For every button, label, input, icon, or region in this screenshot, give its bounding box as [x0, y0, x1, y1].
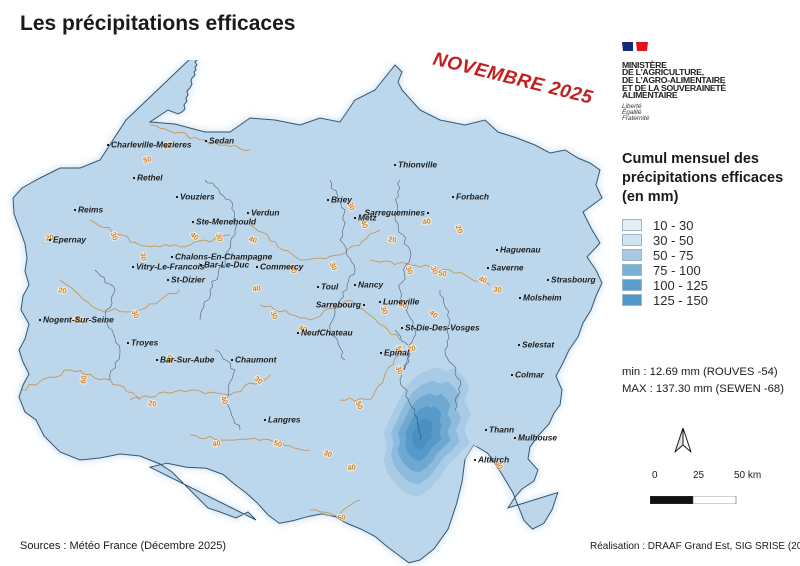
svg-text:20: 20 [388, 234, 398, 244]
svg-text:20: 20 [58, 285, 68, 295]
svg-text:Briey: Briey [331, 195, 352, 205]
svg-text:Sarreguemines: Sarreguemines [364, 208, 425, 218]
svg-text:Thionville: Thionville [398, 160, 437, 170]
svg-text:40: 40 [252, 283, 262, 293]
svg-text:50: 50 [337, 512, 347, 522]
svg-text:Molsheim: Molsheim [523, 293, 562, 303]
svg-text:Thann: Thann [489, 425, 514, 435]
svg-text:Haguenau: Haguenau [500, 245, 541, 255]
svg-text:50: 50 [438, 268, 448, 278]
svg-text:Bar-Sur-Aube: Bar-Sur-Aube [160, 355, 215, 365]
svg-text:Troyes: Troyes [131, 338, 159, 348]
svg-text:80: 80 [499, 505, 510, 516]
svg-text:60: 60 [467, 463, 478, 474]
svg-text:Bar-Le-Duc: Bar-Le-Duc [204, 260, 249, 270]
svg-text:Nancy: Nancy [358, 280, 383, 290]
svg-text:NeufChateau: NeufChateau [301, 328, 353, 338]
svg-text:Selestat: Selestat [522, 340, 555, 350]
svg-text:Toul: Toul [321, 282, 339, 292]
svg-text:Saverne: Saverne [491, 263, 524, 273]
svg-text:Vouziers: Vouziers [180, 192, 215, 202]
svg-text:60: 60 [78, 375, 88, 385]
svg-text:50: 50 [323, 513, 333, 523]
svg-text:Mulhouse: Mulhouse [518, 433, 557, 443]
svg-text:70: 70 [484, 470, 495, 481]
svg-text:Colmar: Colmar [515, 370, 545, 380]
svg-text:Nogent-Sur-Seine: Nogent-Sur-Seine [43, 315, 114, 325]
svg-text:Commercy: Commercy [260, 262, 304, 272]
svg-text:40: 40 [212, 438, 222, 448]
svg-text:40: 40 [422, 216, 432, 226]
svg-text:30: 30 [138, 252, 148, 262]
svg-text:50: 50 [163, 498, 173, 508]
svg-text:St-Die-Des-Vosges: St-Die-Des-Vosges [405, 323, 480, 333]
svg-text:90: 90 [504, 516, 515, 527]
svg-text:Verdun: Verdun [251, 208, 280, 218]
svg-text:Forbach: Forbach [456, 192, 489, 202]
svg-text:Epernay: Epernay [53, 235, 86, 245]
svg-text:Sarrebourg: Sarrebourg [316, 300, 361, 310]
svg-text:40: 40 [347, 462, 357, 472]
svg-text:Reims: Reims [78, 205, 103, 215]
svg-text:20: 20 [148, 398, 158, 408]
svg-text:Luneville: Luneville [383, 297, 420, 307]
svg-text:Langres: Langres [268, 415, 301, 425]
svg-text:Altkirch: Altkirch [477, 455, 509, 465]
svg-text:Strasbourg: Strasbourg [551, 275, 596, 285]
svg-text:Rethel: Rethel [137, 173, 163, 183]
svg-text:30: 30 [493, 284, 503, 294]
svg-text:Vitry-Le-Francois: Vitry-Le-Francois [136, 262, 205, 272]
svg-text:St-Dizier: St-Dizier [171, 275, 206, 285]
svg-text:Ste-Menehould: Ste-Menehould [196, 217, 257, 227]
svg-text:Chaumont: Chaumont [235, 355, 278, 365]
svg-text:30: 30 [8, 394, 19, 405]
svg-text:Sedan: Sedan [209, 136, 234, 146]
svg-text:Epinal: Epinal [384, 348, 410, 358]
svg-text:Charleville-Mezieres: Charleville-Mezieres [111, 140, 192, 150]
